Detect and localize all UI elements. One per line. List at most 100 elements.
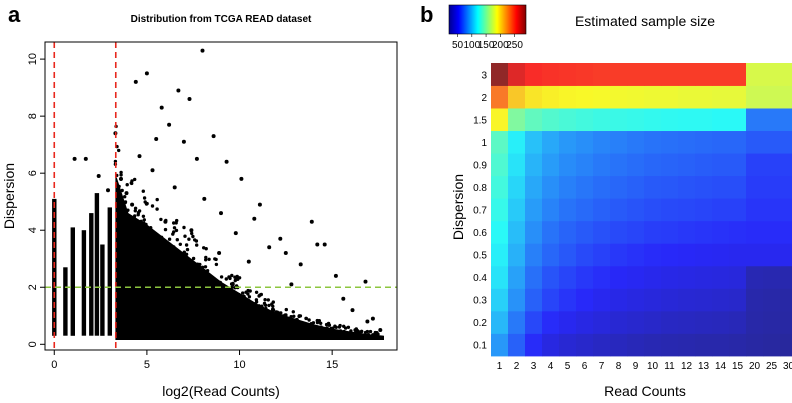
heatmap-cell (542, 130, 560, 154)
heatmap-cell (576, 243, 594, 267)
scatter-point (262, 301, 267, 306)
heatmap-cell (610, 265, 628, 289)
scatter-point (163, 219, 168, 224)
heatmap-cell (695, 310, 713, 334)
heatmap-cell (729, 108, 747, 132)
heatmap-cell (542, 175, 560, 199)
scatter-point (177, 251, 181, 255)
heatmap-cell (508, 243, 526, 267)
heatmap-cell (542, 198, 560, 222)
heatmap-cell (559, 175, 577, 199)
scatter-point (133, 214, 137, 218)
heatmap-cell (729, 220, 747, 244)
scatter-point (119, 170, 123, 175)
heatmap-cell (593, 175, 611, 199)
heatmap-cell (508, 63, 526, 86)
y-tick-label: 2 (27, 284, 39, 290)
heatmap-cell (525, 220, 543, 244)
scatter-point (204, 255, 208, 260)
heatmap-cell (627, 130, 645, 154)
heatmap-cell (542, 63, 560, 86)
scatter-point (309, 322, 313, 326)
scatter-point (140, 224, 144, 229)
heatmap-cell (712, 333, 730, 357)
heatmap-cell (746, 265, 764, 289)
scatter-point (241, 291, 245, 295)
scatter-point (258, 308, 262, 312)
chart-title-a: Distribution from TCGA READ dataset (131, 14, 312, 25)
heatmap-cell (763, 333, 781, 357)
density-band (113, 124, 385, 340)
y-tick-label: 0.1 (473, 341, 487, 352)
scatter-point (252, 302, 256, 306)
heatmap-cell (780, 198, 792, 222)
y-tick-label: 1 (481, 138, 487, 149)
heatmap-cell (491, 63, 509, 86)
heatmap-cell (661, 108, 679, 132)
scatter-point (213, 282, 218, 287)
scatter-points (72, 48, 383, 332)
heatmap-cell (644, 175, 662, 199)
heatmap-cell (780, 175, 792, 199)
heatmap-cell (763, 85, 781, 109)
heatmap-cell (780, 130, 792, 154)
heatmap-cell (729, 85, 747, 109)
scatter-point (181, 254, 185, 259)
scatter-point (139, 219, 143, 223)
scatter-point (246, 259, 251, 264)
heatmap-cell (661, 198, 679, 222)
scatter-point (200, 265, 205, 269)
scatter-point (130, 232, 135, 236)
count-column (94, 193, 100, 336)
heatmap-cell (525, 265, 543, 289)
heatmap-cell (559, 310, 577, 334)
heatmap-cell (729, 198, 747, 222)
scatter-point (133, 177, 137, 182)
scatter-point (72, 156, 77, 161)
heatmap-cell (644, 265, 662, 289)
heatmap-cell (746, 220, 764, 244)
scatter-point (141, 189, 145, 193)
scatter-point (118, 198, 122, 203)
plot-frame-a (44, 41, 398, 351)
count-column (81, 230, 87, 336)
scatter-point (106, 188, 110, 193)
count-column (100, 244, 105, 336)
heatmap-cell (780, 310, 792, 334)
heatmap-cell (746, 153, 764, 177)
scatter-point (327, 323, 332, 327)
scatter-point (264, 306, 268, 311)
heatmap-cell (542, 288, 560, 312)
heatmap-cell (559, 153, 577, 177)
scatter-point (246, 292, 250, 296)
heatmap-cell (712, 198, 730, 222)
scatter-point (172, 221, 176, 225)
heatmap-cell (525, 243, 543, 267)
scatter-point (195, 262, 200, 266)
heatmap-cell (525, 333, 543, 357)
scatter-point (172, 226, 177, 230)
heatmap-cell (678, 220, 696, 244)
heatmap-cell (559, 288, 577, 312)
heatmap-cell (712, 153, 730, 177)
count-columns (52, 193, 112, 336)
scatter-point (284, 307, 288, 312)
scatter-point (204, 271, 208, 275)
heatmap-cell (576, 265, 594, 289)
scatter-point (189, 228, 194, 233)
scatter-point (124, 210, 129, 214)
heatmap-cell (559, 63, 577, 86)
y-tick-label: 3 (481, 70, 487, 81)
scatter-point (230, 293, 235, 297)
heatmap-cell (525, 198, 543, 222)
scatter-point (341, 296, 346, 301)
scatter-point (197, 269, 201, 273)
scatter-point (195, 243, 199, 247)
heatmap-cell (763, 220, 781, 244)
heatmap-cell (525, 130, 543, 154)
heatmap-cell (695, 220, 713, 244)
scatter-point (289, 315, 293, 319)
scatter-point (203, 265, 208, 269)
colorbar-tick-label: 200 (492, 40, 509, 51)
heatmap-cell (542, 108, 560, 132)
